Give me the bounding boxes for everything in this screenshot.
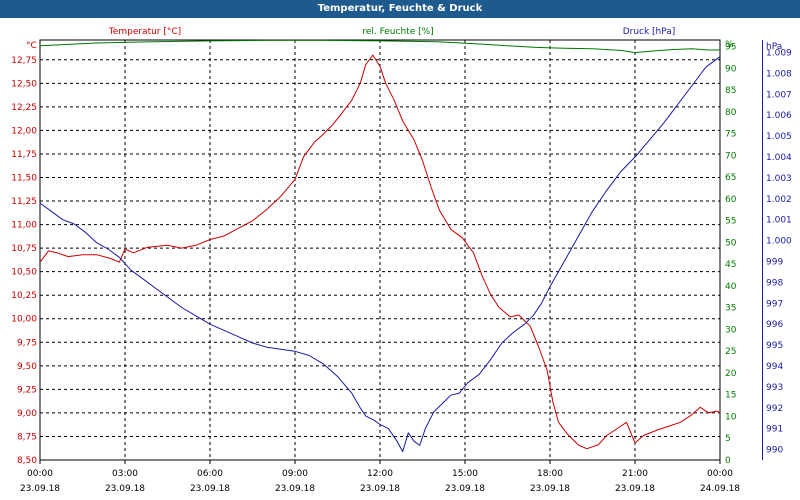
pressure-tick-label: 1.001 (766, 216, 792, 226)
x-tick-time: 06:00 (197, 469, 223, 479)
temperature-tick-label: 12,25 (11, 103, 37, 113)
x-tick-time: 15:00 (452, 469, 478, 479)
humidity-tick-label: 50 (725, 238, 737, 248)
pressure-tick-label: 1.005 (766, 132, 792, 142)
temperature-tick-label: 10,75 (11, 244, 37, 254)
pressure-tick-label: 1.007 (766, 90, 792, 100)
humidity-tick-label: 35 (725, 304, 736, 314)
temperature-tick-label: 10,25 (11, 291, 37, 301)
humidity-tick-label: 60 (725, 195, 737, 205)
temperature-tick-label: 10,50 (11, 268, 37, 278)
humidity-tick-label: 85 (725, 86, 736, 96)
x-tick-time: 00:00 (707, 469, 733, 479)
humidity-tick-label: 15 (725, 391, 736, 401)
pressure-tick-label: 1.006 (766, 111, 792, 121)
pressure-tick-label: 1.002 (766, 195, 792, 205)
temperature-tick-label: 12,00 (11, 126, 37, 136)
grid-lines (39, 40, 721, 464)
humidity-tick-label: 65 (725, 173, 736, 183)
humidity-tick-label: 5 (725, 434, 731, 444)
pressure-tick-label: 1.009 (766, 49, 792, 59)
x-tick-date: 23.09.18 (445, 484, 485, 494)
humidity-tick-label: 0 (725, 456, 731, 466)
humidity-axis-title: rel. Feuchte [%] (362, 27, 433, 37)
pressure-tick-label: 993 (766, 383, 783, 393)
humidity-tick-label: 40 (725, 282, 737, 292)
pressure-tick-label: 997 (766, 299, 783, 309)
temperature-tick-label: 8,50 (17, 456, 37, 466)
pressure-tick-label: hPa (766, 42, 782, 52)
humidity-tick-label: 20 (725, 369, 737, 379)
x-tick-date: 23.09.18 (360, 484, 400, 494)
pressure-tick-label: 990 (766, 446, 783, 456)
x-tick-date: 23.09.18 (190, 484, 230, 494)
pressure-axis-line (762, 40, 763, 460)
series-lines (39, 39, 721, 453)
temperature-tick-label: 12,75 (11, 56, 37, 66)
humidity-tick-label: 80 (725, 108, 737, 118)
humidity-series-line (39, 39, 720, 54)
x-tick-time: 00:00 (27, 469, 53, 479)
temperature-tick-label: 9,50 (17, 362, 37, 372)
humidity-tick-label: % (725, 40, 734, 50)
temperature-tick-label: 11,25 (11, 197, 37, 207)
axis-labels: 00:00 23.09.18 03:00 23.09.18 06:00 23.09.18 0… (11, 27, 792, 494)
x-tick-date: 23.09.18 (105, 484, 145, 494)
temperature-tick-label: 11,50 (11, 173, 37, 183)
temperature-unit: °C (26, 41, 37, 51)
pressure-tick-label: 999 (766, 257, 783, 267)
temperature-series-line (39, 54, 721, 450)
pressure-tick-label: 994 (766, 362, 783, 372)
pressure-tick-label: 1.008 (766, 69, 792, 79)
pressure-tick-label: 1.003 (766, 174, 792, 184)
temperature-tick-label: 11,00 (11, 221, 37, 231)
humidity-tick-label: 55 (725, 217, 736, 227)
x-tick-time: 12:00 (367, 469, 393, 479)
x-tick-date: 24.09.18 (700, 484, 740, 494)
x-tick-date: 23.09.18 (20, 484, 60, 494)
temperature-tick-label: 11,75 (11, 150, 37, 160)
temperature-tick-label: 10,00 (11, 315, 37, 325)
pressure-tick-label: 1.000 (766, 237, 792, 247)
pressure-tick-label: 1.004 (766, 153, 792, 163)
x-tick-time: 18:00 (537, 469, 563, 479)
humidity-tick-label: 75 (725, 130, 736, 140)
pressure-tick-label: 996 (766, 320, 783, 330)
humidity-tick-label: 70 (725, 151, 737, 161)
plot-frame (39, 39, 721, 461)
pressure-tick-label: 992 (766, 404, 783, 414)
humidity-tick-label: 25 (725, 347, 736, 357)
pressure-axis-title: Druck [hPa] (623, 27, 676, 37)
temperature-tick-label: 9,25 (17, 385, 37, 395)
temperature-tick-label: 12,50 (11, 79, 37, 89)
temperature-axis-title: Temperatur [°C] (108, 27, 181, 37)
pressure-tick-label: 995 (766, 341, 783, 351)
humidity-tick-label: 30 (725, 325, 737, 335)
temperature-tick-label: 9,75 (17, 338, 37, 348)
humidity-tick-label: 10 (725, 412, 737, 422)
temperature-tick-label: 8,75 (17, 432, 37, 442)
x-tick-time: 03:00 (112, 469, 138, 479)
window-title: Temperatur, Feuchte & Druck (0, 0, 800, 18)
humidity-tick-label: 90 (725, 64, 737, 74)
pressure-tick-label: 991 (766, 425, 783, 435)
x-tick-date: 23.09.18 (615, 484, 655, 494)
temperature-tick-label: 9,00 (17, 409, 37, 419)
x-tick-date: 23.09.18 (530, 484, 570, 494)
x-tick-time: 21:00 (622, 469, 648, 479)
pressure-series-line (39, 56, 721, 453)
humidity-tick-label: 95 (725, 43, 736, 53)
x-tick-time: 09:00 (282, 469, 308, 479)
humidity-tick-label: 45 (725, 260, 736, 270)
pressure-tick-label: 998 (766, 278, 783, 288)
x-tick-date: 23.09.18 (275, 484, 315, 494)
